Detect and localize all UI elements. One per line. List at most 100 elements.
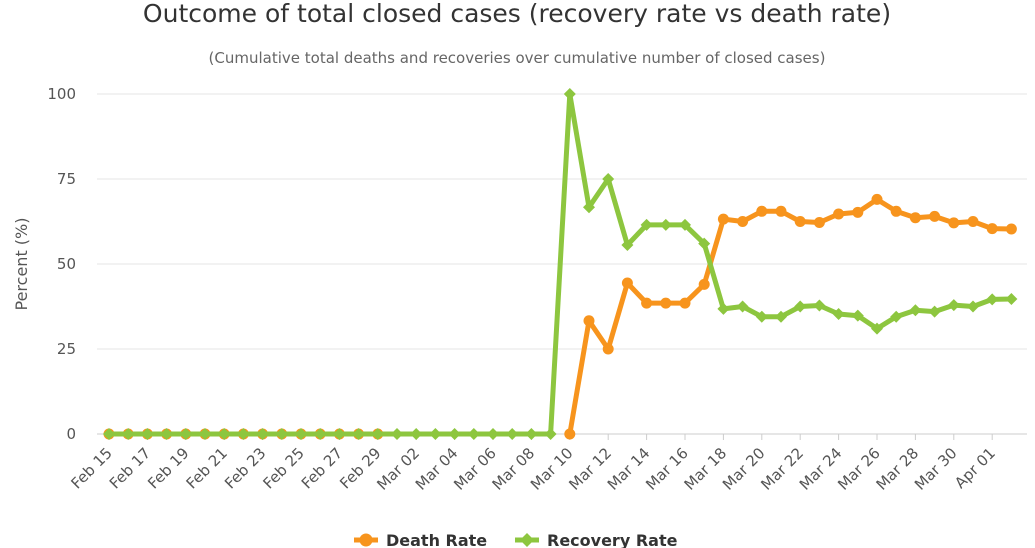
data-point[interactable] [852,206,864,218]
x-tick-label: Mar 10 [527,444,577,494]
data-point[interactable] [179,428,192,440]
data-point[interactable] [391,428,403,440]
data-point[interactable] [525,428,538,440]
x-tick-label: Mar 16 [642,444,692,494]
y-tick-label: 50 [57,255,76,273]
data-point[interactable] [506,428,519,440]
data-point[interactable] [352,428,365,440]
x-tick-label: Mar 22 [757,444,807,494]
data-point[interactable] [832,307,845,320]
data-point[interactable] [967,216,979,227]
data-point[interactable] [448,428,461,440]
data-point[interactable] [410,428,423,440]
data-point[interactable] [371,428,384,440]
data-point[interactable] [429,428,442,440]
data-point[interactable] [737,216,749,227]
chart-title: Outcome of total closed cases (recovery … [143,0,891,28]
data-point[interactable] [237,428,250,440]
data-point[interactable] [948,217,960,229]
data-point[interactable] [256,428,269,440]
data-point[interactable] [909,212,921,224]
data-point[interactable] [890,310,903,323]
data-point[interactable] [1005,293,1018,306]
data-point[interactable] [295,428,307,440]
data-point[interactable] [660,297,672,309]
x-tick-label: Feb 23 [221,444,269,492]
x-tick-label: Feb 19 [144,444,192,492]
data-point[interactable] [621,277,633,289]
series-recovery-rate [103,88,1018,440]
data-point[interactable] [275,428,288,440]
data-point[interactable] [717,302,730,315]
data-point[interactable] [122,428,135,440]
data-point[interactable] [583,201,595,214]
x-tick-label: Mar 30 [911,444,961,494]
data-point[interactable] [947,299,960,312]
data-point[interactable] [909,304,922,317]
x-tick-label: Feb 21 [183,444,231,492]
data-point[interactable] [967,300,979,313]
data-point[interactable] [698,237,711,250]
data-point[interactable] [333,428,346,440]
x-tick-label: Mar 28 [873,444,923,494]
data-point[interactable] [487,428,499,440]
data-point[interactable] [851,309,864,322]
x-tick-label: Mar 26 [834,444,884,494]
x-tick-label: Mar 08 [489,444,539,494]
data-point[interactable] [794,216,806,227]
data-point[interactable] [871,193,883,205]
data-point[interactable] [218,428,231,440]
legend-marker [520,533,534,547]
data-point[interactable] [755,310,768,323]
data-point[interactable] [602,343,614,355]
data-point[interactable] [775,205,787,217]
x-tick-label: Feb 27 [298,444,346,492]
data-point[interactable] [813,299,826,312]
data-point[interactable] [564,428,576,440]
data-point[interactable] [583,315,595,327]
data-point[interactable] [1005,223,1017,235]
x-tick-label: Feb 17 [106,444,154,492]
data-point[interactable] [833,208,845,220]
data-point[interactable] [544,428,557,440]
data-point[interactable] [698,278,710,290]
x-tick-label: Apr 01 [951,444,999,492]
data-point[interactable] [160,428,173,440]
data-point[interactable] [621,238,634,251]
data-point[interactable] [929,210,941,222]
data-point[interactable] [736,300,749,313]
data-point[interactable] [679,297,691,309]
data-point[interactable] [641,297,653,309]
x-tick-label: Mar 14 [604,444,654,494]
x-tick-label: Mar 24 [796,444,846,494]
data-point[interactable] [871,322,883,335]
data-point[interactable] [467,428,480,440]
data-point[interactable] [141,428,154,440]
data-point[interactable] [928,305,941,318]
data-point[interactable] [813,217,825,229]
data-point[interactable] [602,173,615,185]
data-point[interactable] [986,223,998,235]
legend-label: Death Rate [386,531,487,548]
data-point[interactable] [679,218,691,231]
data-point[interactable] [717,213,729,225]
y-tick-label: 25 [57,340,76,358]
data-point[interactable] [314,428,327,440]
legend: Death Rate Recovery Rate [354,531,678,548]
legend-item[interactable]: Recovery Rate [515,531,678,548]
data-point[interactable] [659,218,672,231]
data-point[interactable] [103,428,115,440]
x-tick-label: Mar 02 [373,444,423,494]
x-tick-label: Mar 06 [450,444,500,494]
data-point[interactable] [890,205,902,217]
data-point[interactable] [640,218,653,231]
legend-item[interactable]: Death Rate [354,531,487,548]
data-point[interactable] [756,205,768,217]
data-point[interactable] [986,293,999,306]
data-point[interactable] [794,300,807,313]
data-point[interactable] [775,310,787,323]
data-point[interactable] [563,88,576,100]
data-point[interactable] [199,428,211,440]
